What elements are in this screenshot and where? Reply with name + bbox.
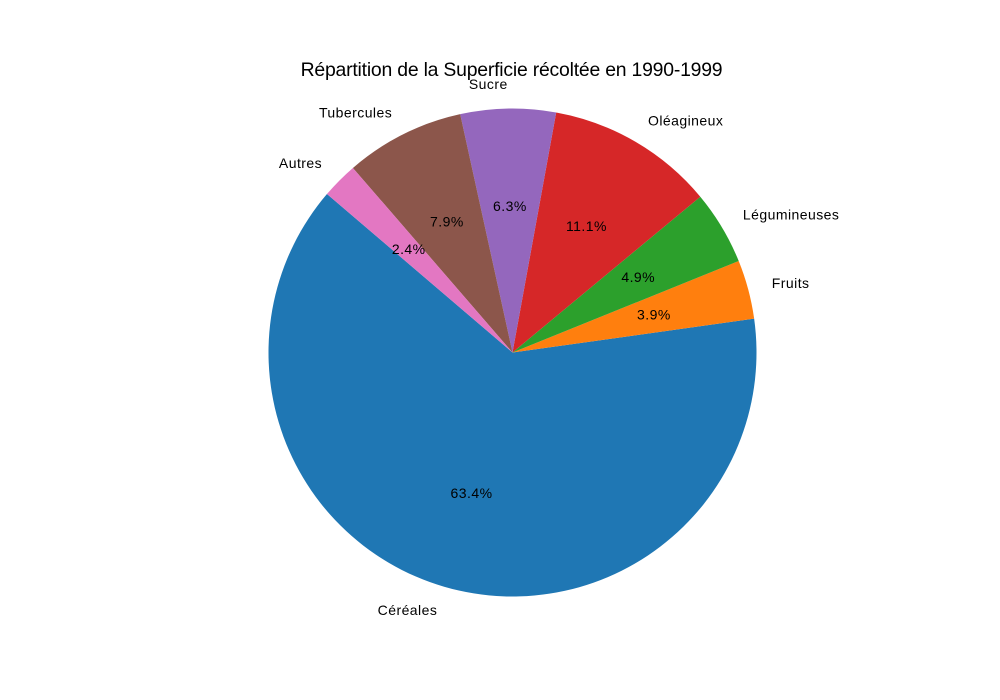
svg-text:3.9%: 3.9% xyxy=(637,306,671,322)
svg-text:11.1%: 11.1% xyxy=(566,218,607,234)
svg-text:Fruits: Fruits xyxy=(772,275,810,291)
svg-text:7.9%: 7.9% xyxy=(430,213,464,229)
svg-text:Tubercules: Tubercules xyxy=(319,104,392,120)
svg-text:Légumineuses: Légumineuses xyxy=(743,207,839,223)
svg-text:Répartition de la Superficie r: Répartition de la Superficie récoltée en… xyxy=(301,59,723,81)
svg-text:2.4%: 2.4% xyxy=(392,241,426,257)
svg-text:Céréales: Céréales xyxy=(378,602,438,618)
svg-text:4.9%: 4.9% xyxy=(621,269,655,285)
svg-text:Oléagineux: Oléagineux xyxy=(648,113,723,129)
svg-text:Sucre: Sucre xyxy=(469,76,508,92)
svg-text:6.3%: 6.3% xyxy=(493,198,527,214)
svg-text:63.4%: 63.4% xyxy=(451,485,493,501)
svg-text:Autres: Autres xyxy=(279,155,322,171)
